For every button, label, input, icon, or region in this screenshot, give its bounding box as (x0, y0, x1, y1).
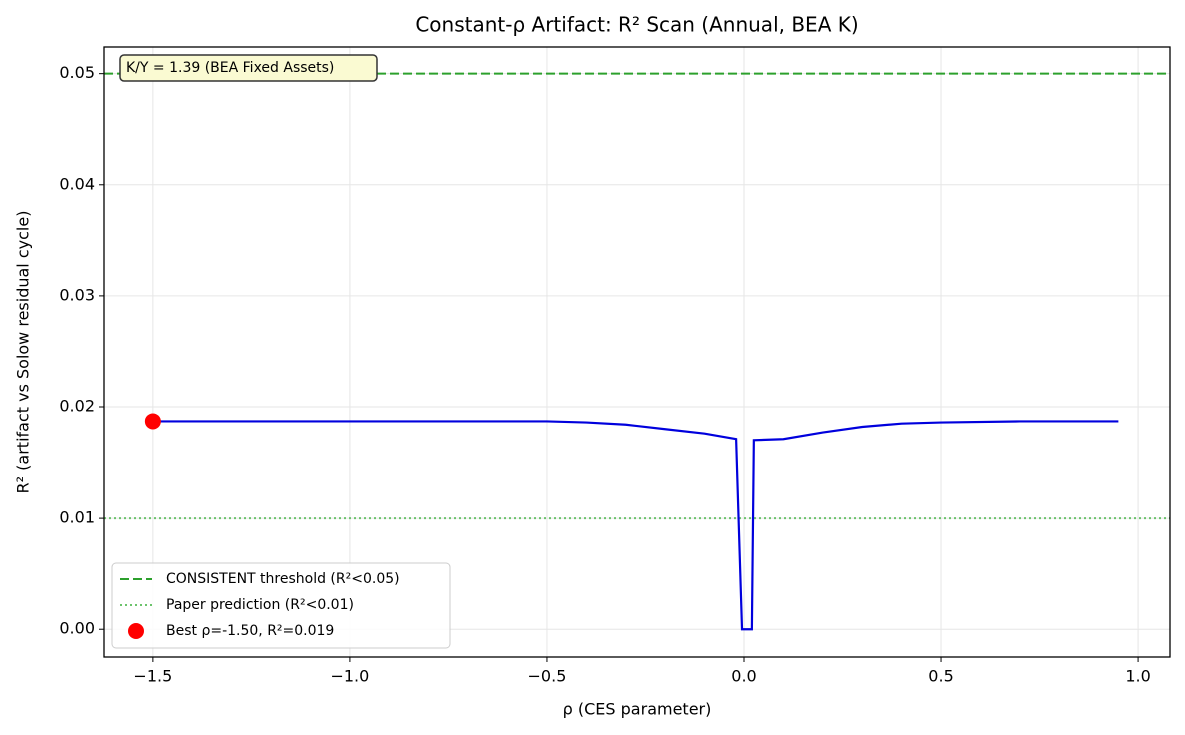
annotation-box (119, 54, 378, 82)
x-tick-label: −1.0 (330, 667, 369, 686)
x-tick-label: 0.0 (731, 667, 756, 686)
y-tick-label: 0.00 (59, 619, 95, 638)
x-tick-label: 1.0 (1125, 667, 1150, 686)
y-tick-label: 0.02 (59, 397, 95, 416)
x-axis-label: ρ (CES parameter) (563, 700, 712, 719)
plot-frame (103, 46, 1171, 658)
legend-label: Paper prediction (R²<0.01) (166, 597, 354, 613)
best-point (144, 413, 161, 430)
chart-title: Constant-ρ Artifact: R² Scan (Annual, BE… (415, 13, 858, 37)
legend-label: CONSISTENT threshold (R²<0.05) (166, 571, 400, 587)
legend-box (111, 562, 451, 649)
y-tick-label: 0.04 (59, 174, 95, 193)
y-tick-label: 0.05 (59, 63, 95, 82)
legend-label: Best ρ=-1.50, R²=0.019 (166, 623, 334, 639)
curve (152, 420, 1119, 631)
x-tick-label: −1.5 (133, 667, 172, 686)
legend-swatch (128, 623, 144, 639)
y-tick-label: 0.01 (59, 508, 95, 527)
y-axis-label: R² (artifact vs Solow residual cycle) (14, 211, 33, 494)
annotation: K/Y = 1.39 (BEA Fixed Assets) (126, 60, 334, 76)
y-tick-label: 0.03 (59, 285, 95, 304)
x-tick-label: −0.5 (528, 667, 567, 686)
x-tick-label: 0.5 (928, 667, 953, 686)
